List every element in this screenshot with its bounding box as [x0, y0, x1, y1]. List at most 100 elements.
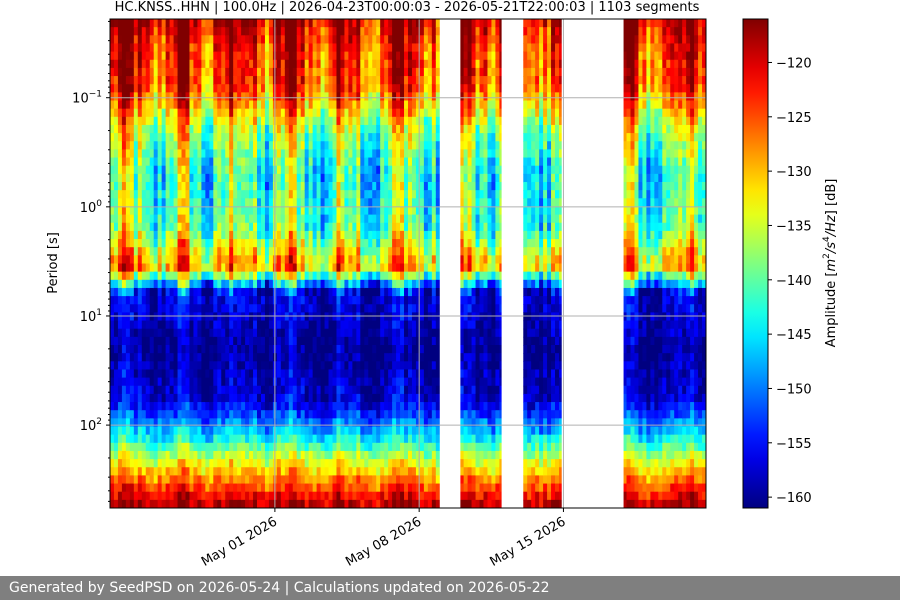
spectrogram-cell [197, 116, 202, 126]
spectrogram-cell [352, 100, 357, 110]
spectrogram-cell [268, 296, 274, 305]
spectrogram-cell [161, 173, 167, 183]
spectrogram-cell [173, 402, 179, 411]
spectrogram-cell [431, 35, 437, 45]
spectrogram-cell [316, 27, 322, 36]
spectrogram-cell [133, 43, 139, 53]
spectrogram-cell [165, 84, 171, 93]
spectrogram-cell [368, 418, 373, 428]
spectrogram-cell [149, 116, 155, 126]
spectrogram-cell [113, 100, 119, 110]
spectrogram-cell [233, 247, 238, 256]
spectrogram-cell [117, 100, 123, 110]
spectrogram-cell [137, 230, 143, 240]
spectrogram-cell [340, 304, 346, 313]
spectrogram-cell [276, 336, 282, 346]
spectrogram-cell [404, 247, 409, 256]
spectrogram-cell [268, 377, 274, 387]
spectrogram-cell [189, 124, 195, 134]
spectrogram-cell [113, 84, 119, 93]
spectrogram-cell [205, 361, 210, 371]
spectrogram-cell [312, 336, 318, 346]
spectrogram-cell [129, 19, 135, 28]
spectrogram-cell [348, 499, 353, 508]
spectrogram-cell [253, 141, 258, 150]
spectrogram-cell [233, 222, 238, 232]
spectrogram-cell [253, 336, 258, 346]
spectrogram-cell [165, 67, 171, 77]
spectrogram-cell [312, 19, 318, 28]
spectrogram-cell [419, 255, 425, 265]
spectrogram-cell [280, 239, 286, 248]
spectrogram-cell [340, 190, 346, 199]
spectrogram-cell [364, 442, 369, 452]
spectrogram-cell [217, 108, 222, 118]
spectrogram-cell [241, 328, 246, 338]
spectrogram-cell [264, 491, 270, 501]
spectrogram-cell [372, 108, 377, 118]
spectrogram-cell [384, 173, 389, 183]
spectrogram-cell [372, 467, 377, 476]
spectrogram-cell [110, 304, 115, 313]
spectrogram-cell [364, 312, 369, 322]
spectrogram-cell [415, 328, 421, 338]
spectrogram-cell [423, 345, 429, 354]
spectrogram-cell [364, 108, 369, 118]
spectrogram-cell [161, 206, 167, 216]
spectrogram-cell [233, 402, 238, 411]
spectrogram-cell [431, 141, 437, 150]
spectrogram-cell [205, 418, 210, 428]
spectrogram-cell [392, 116, 397, 126]
spectrogram-cell [400, 336, 405, 346]
spectrogram-cell [284, 296, 290, 305]
spectrogram-cell [372, 402, 377, 411]
spectrogram-cell [110, 450, 115, 460]
spectrogram-cell [237, 336, 242, 346]
spectrogram-cell [185, 410, 191, 419]
spectrogram-cell [153, 19, 159, 28]
spectrogram-cell [249, 369, 254, 379]
spectrogram-cell [348, 328, 353, 338]
spectrogram-cell [364, 190, 369, 199]
spectrogram-cell [304, 450, 310, 460]
spectrogram-cell [356, 271, 361, 281]
spectrogram-cell [169, 206, 175, 216]
spectrogram-cell [344, 418, 349, 428]
spectrogram-cell [348, 182, 353, 191]
spectrogram-cell [320, 133, 326, 142]
spectrogram-cell [348, 133, 353, 142]
spectrogram-cell [328, 467, 334, 476]
spectrogram-cell [312, 141, 318, 150]
spectrogram-cell [169, 410, 175, 419]
spectrogram-cell [229, 418, 234, 428]
spectrogram-cell [300, 287, 306, 297]
spectrogram-cell [340, 467, 346, 476]
spectrogram-cell [137, 100, 143, 110]
spectrogram-cell [264, 190, 270, 199]
spectrogram-cell [284, 190, 290, 199]
spectrogram-cell [221, 450, 226, 460]
spectrogram-cell [129, 475, 135, 485]
spectrogram-cell [368, 499, 373, 508]
spectrogram-cell [388, 442, 393, 452]
spectrogram-cell [149, 59, 155, 69]
spectrogram-cell [340, 491, 346, 501]
spectrogram-cell [280, 230, 286, 240]
spectrogram-cell [169, 173, 175, 183]
spectrogram-cell [372, 475, 377, 485]
spectrogram-cell [201, 124, 206, 134]
spectrogram-cell [304, 255, 310, 265]
spectrogram-cell [125, 304, 131, 313]
spectrogram-cell [133, 418, 139, 428]
spectrogram-cell [177, 190, 183, 199]
spectrogram-cell [276, 312, 282, 322]
spectrogram-cell [217, 141, 222, 150]
spectrogram-cell [141, 393, 147, 403]
spectrogram-cell [360, 108, 365, 118]
spectrogram-cell [113, 165, 119, 175]
spectrogram-cell [141, 157, 147, 167]
spectrogram-cell [344, 149, 349, 159]
spectrogram-cell [264, 214, 270, 224]
spectrogram-cell [253, 475, 258, 485]
spectrogram-cell [133, 279, 139, 289]
